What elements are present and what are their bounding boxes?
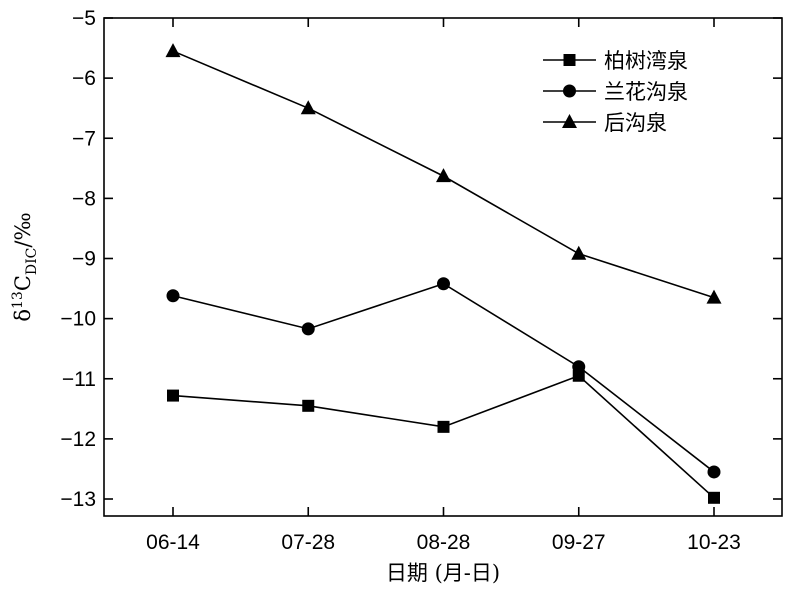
x-tick-label: 09-27 [552,531,606,554]
y-tick-label: −11 [62,368,96,391]
data-point [437,420,450,433]
x-axis: 06-14 07-28 08-28 09-27 10-23 [146,18,741,554]
y-axis-title-superscript: 13 [10,291,26,309]
legend-marker [562,114,577,128]
data-point [166,289,180,303]
y-tick-label: −5 [72,7,96,30]
y-axis-title-suffix: /‰ [11,212,35,247]
data-point [572,360,586,374]
y-tick-label: −9 [72,248,96,271]
data-point [302,399,315,412]
series-layer [165,43,722,504]
y-tick-label: −8 [72,187,96,210]
data-point [572,369,585,382]
y-tick-label: −13 [60,488,96,511]
data-point [708,491,720,504]
data-point [706,289,722,304]
series-1 [167,369,720,504]
x-axis-title: 日期 (月-日) [386,561,500,585]
data-point [571,245,587,260]
y-tick-label: −6 [72,67,96,90]
legend-item: 柏树湾泉 [543,49,688,73]
y-axis: −5 −6 −7 −8 −9 −10 −11 −12 −13 [60,7,782,511]
legend-label: 后沟泉 [604,111,667,135]
legend-item: 兰花沟泉 [543,80,688,104]
y-axis-title-main: C [11,275,35,291]
legend-item: 后沟泉 [543,111,667,135]
legend-marker [563,84,576,98]
data-point [165,43,181,58]
legend-marker [563,54,576,66]
y-axis-title-subscript: DIC [24,248,40,275]
series-3 [165,43,722,304]
data-point [300,100,316,115]
data-point [301,322,315,336]
series-2 [166,277,721,479]
x-tick-label: 08-28 [417,531,471,554]
y-axis-title-prefix: δ [11,309,35,322]
x-tick-label: 06-14 [146,531,200,554]
x-tick-label: 07-28 [281,531,335,554]
y-axis-title: δ13CDIC/‰ [10,212,40,321]
y-tick-label: −12 [60,428,96,451]
x-tick-label: 10-23 [687,531,741,554]
data-point [707,465,721,479]
series-line [172,282,715,473]
y-tick-label: −10 [60,308,96,331]
series-line [172,374,715,499]
data-point [436,168,451,183]
data-point [167,389,179,402]
legend-label: 兰花沟泉 [604,80,688,104]
legend-label: 柏树湾泉 [604,49,688,73]
data-point [437,277,450,291]
y-tick-label: −7 [72,127,96,150]
